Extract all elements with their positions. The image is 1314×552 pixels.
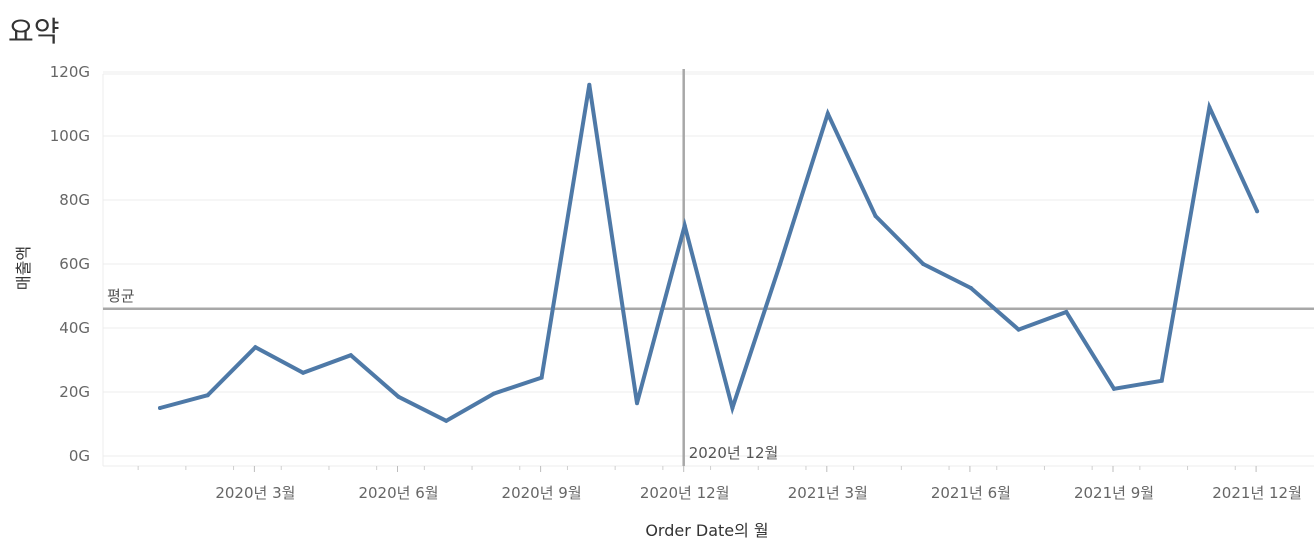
x-tick-label: 2020년 12월	[640, 484, 730, 502]
average-label: 평균	[107, 287, 135, 305]
y-axis-ticks: 0G 20G 40G 60G 80G 100G 120G	[50, 63, 90, 465]
x-tick-label: 2021년 9월	[1074, 484, 1154, 502]
data-point[interactable]	[1112, 386, 1116, 391]
data-point[interactable]	[968, 286, 973, 290]
data-point[interactable]	[730, 406, 735, 410]
x-axis-ticks: 2020년 3월 2020년 6월 2020년 9월 2020년 12월 2021년 3…	[103, 465, 1314, 502]
data-point[interactable]	[253, 345, 258, 350]
data-point[interactable]	[778, 262, 783, 266]
data-point[interactable]	[825, 111, 830, 116]
x-tick-label: 2020년 9월	[502, 484, 582, 502]
data-point[interactable]	[539, 375, 544, 380]
data-point[interactable]	[1207, 105, 1212, 110]
y-tick-label: 40G	[59, 319, 90, 337]
y-axis-title: 매출액	[14, 246, 33, 290]
y-tick-label: 20G	[59, 383, 90, 401]
x-tick-label: 2020년 3월	[215, 484, 295, 502]
data-point[interactable]	[1016, 327, 1021, 332]
data-point[interactable]	[635, 401, 639, 406]
data-point[interactable]	[396, 394, 401, 399]
y-tick-label: 0G	[69, 447, 90, 465]
data-point[interactable]	[921, 262, 926, 266]
reference-lines: 평균 2020년 12월	[103, 69, 1314, 466]
data-point[interactable]	[491, 391, 496, 396]
data-point[interactable]	[587, 82, 592, 87]
x-axis-title: Order Date의 월	[645, 521, 768, 540]
x-tick-label: 2021년 6월	[931, 484, 1011, 502]
marker-label: 2020년 12월	[689, 444, 779, 462]
data-point[interactable]	[682, 223, 687, 228]
data-point[interactable]	[873, 214, 878, 218]
data-point[interactable]	[348, 353, 353, 358]
data-point[interactable]	[1064, 310, 1069, 314]
y-tick-label: 100G	[50, 127, 90, 145]
page-title: 요약	[8, 15, 60, 48]
data-point[interactable]	[1255, 209, 1260, 214]
data-point[interactable]	[158, 406, 162, 410]
data-point[interactable]	[301, 370, 306, 375]
x-tick-label: 2021년 12월	[1212, 484, 1302, 502]
x-tick-label: 2021년 3월	[788, 484, 868, 502]
y-tick-label: 80G	[59, 191, 90, 209]
series-line[interactable]	[158, 84, 1260, 424]
data-point[interactable]	[1159, 378, 1164, 383]
data-point[interactable]	[444, 418, 449, 423]
y-tick-label: 60G	[59, 255, 90, 273]
gridlines	[102, 71, 1314, 466]
x-tick-label: 2020년 6월	[358, 484, 438, 502]
y-tick-label: 120G	[50, 63, 90, 81]
data-point[interactable]	[205, 393, 210, 398]
series-layer	[158, 82, 1260, 424]
